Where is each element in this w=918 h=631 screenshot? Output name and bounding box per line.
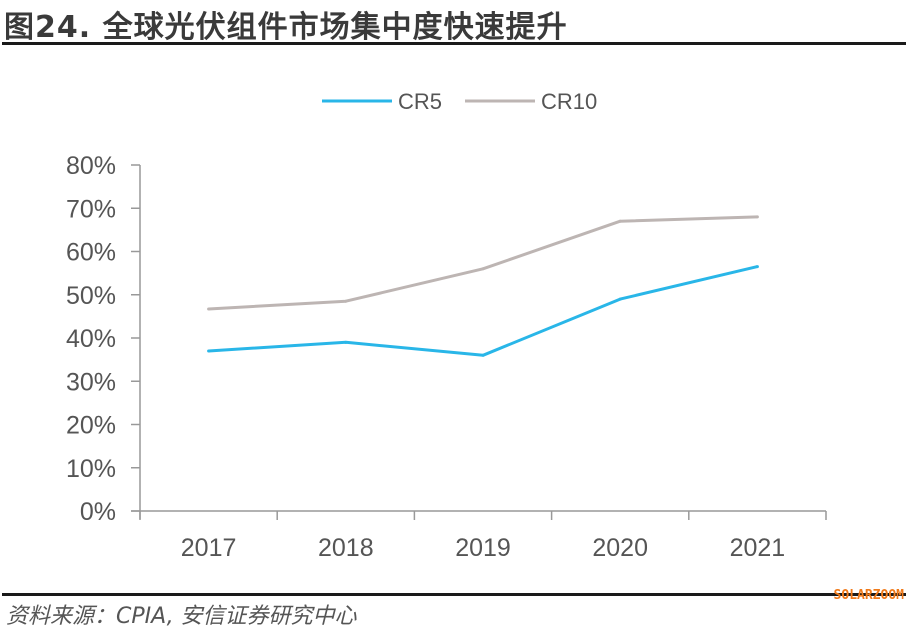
legend-label-cr5: CR5	[398, 89, 442, 114]
y-axis-ticks: 0% 10% 20% 30% 40% 50% 60% 70% 80%	[66, 152, 140, 526]
x-tick-label: 2019	[455, 534, 511, 562]
data-point-cr5	[755, 265, 759, 269]
figure-title: 图24. 全球光伏组件市场集中度快速提升	[4, 10, 568, 45]
x-tick-label: 2020	[592, 534, 648, 562]
legend-label-cr10: CR10	[541, 89, 597, 114]
y-tick-label: 20%	[66, 412, 116, 440]
source-note: 资料来源：CPIA, 安信证券研究中心	[6, 604, 357, 629]
top-divider	[2, 42, 906, 45]
data-point-cr5	[344, 340, 348, 344]
y-tick-label: 80%	[66, 152, 116, 180]
y-tick-label: 30%	[66, 368, 116, 396]
y-tick-label: 60%	[66, 239, 116, 267]
x-axis-ticks: 2017 2018 2019 2020 2021	[139, 511, 827, 562]
data-point-cr10	[755, 215, 759, 219]
series-line-cr10	[208, 215, 758, 311]
data-point-cr5	[207, 349, 211, 353]
data-point-cr10	[481, 267, 485, 271]
data-point-cr5	[481, 353, 485, 357]
legend: CR5 CR10	[322, 89, 597, 114]
series-lines	[207, 215, 759, 357]
data-point-cr10	[207, 307, 211, 311]
y-tick-label: 70%	[66, 195, 116, 223]
axes	[131, 165, 826, 519]
y-tick-label: 0%	[80, 498, 116, 526]
x-tick-label: 2018	[318, 534, 374, 562]
y-tick-label: 10%	[66, 455, 116, 483]
x-tick-label: 2021	[730, 534, 786, 562]
bottom-divider	[2, 593, 906, 596]
series-line-cr5	[208, 265, 758, 357]
y-tick-label: 50%	[66, 282, 116, 310]
y-tick-label: 40%	[66, 325, 116, 353]
x-tick-label: 2017	[181, 534, 237, 562]
data-point-cr10	[344, 299, 348, 303]
watermark: SOLARZOOM	[833, 588, 904, 603]
data-point-cr5	[618, 297, 622, 301]
data-point-cr10	[618, 219, 622, 223]
